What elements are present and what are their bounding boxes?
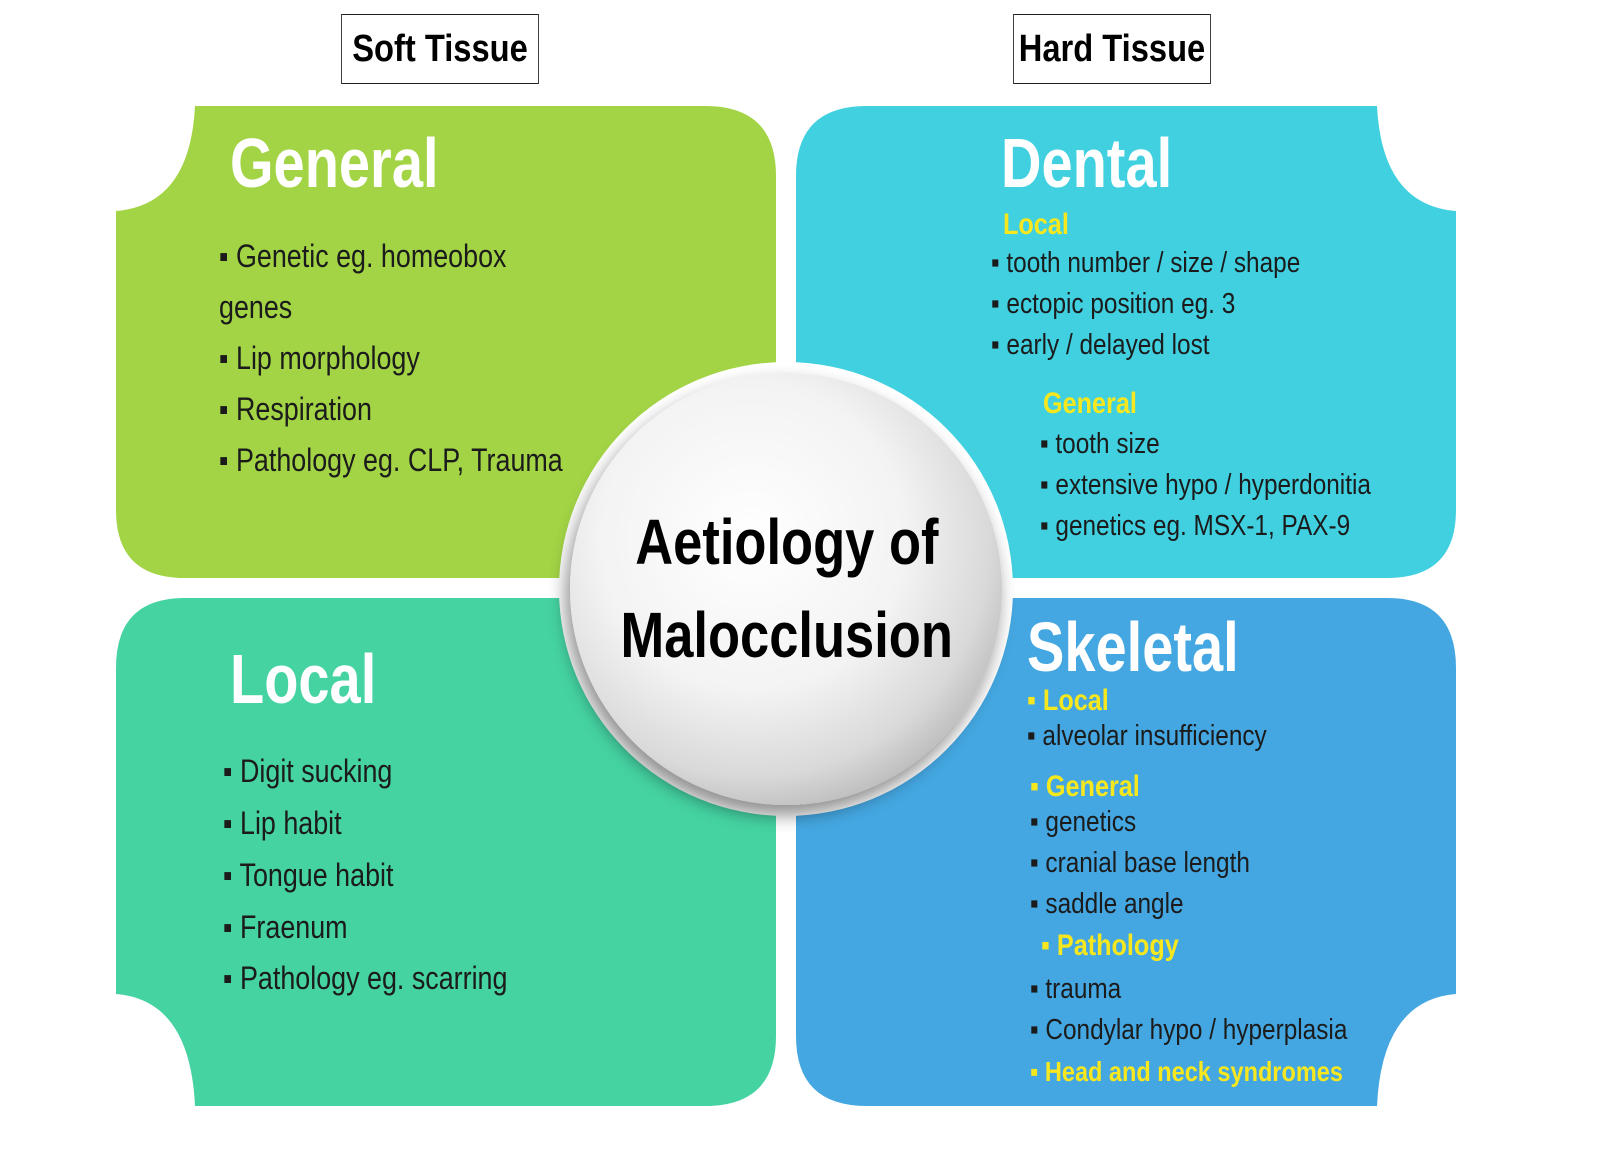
local-item: ▪ Digit sucking <box>223 753 393 789</box>
skeletal-pathology-item: ▪ trauma <box>1030 973 1122 1005</box>
dental-general-item: ▪ extensive hypo / hyperdonitia <box>1040 469 1371 501</box>
skeletal-pathology-label: ▪ Pathology <box>1041 929 1179 962</box>
local-item: ▪ Pathology eg. scarring <box>223 960 508 996</box>
general-item: ▪ Respiration <box>219 391 372 427</box>
skeletal-title: Skeletal <box>1027 608 1239 686</box>
dental-title: Dental <box>1001 124 1173 202</box>
center-title-line-2: Malocclusion <box>620 599 954 671</box>
skeletal-general-item: ▪ genetics <box>1030 806 1137 838</box>
general-title: General <box>230 124 439 202</box>
dental-local-label: Local <box>1003 208 1069 241</box>
soft-tissue-header: Soft Tissue <box>341 14 539 84</box>
general-item: ▪ Lip morphology <box>219 340 420 376</box>
skeletal-local-label: ▪ Local <box>1027 684 1109 717</box>
local-item: ▪ Fraenum <box>223 909 348 945</box>
skeletal-general-item: ▪ saddle angle <box>1030 888 1184 920</box>
hard-tissue-header: Hard Tissue <box>1013 14 1211 84</box>
local-item: ▪ Lip habit <box>223 805 342 841</box>
skeletal-general-label: ▪ General <box>1030 770 1140 803</box>
skeletal-syndromes-label: ▪ Head and neck syndromes <box>1030 1056 1343 1087</box>
local-item: ▪ Tongue habit <box>223 857 394 893</box>
center-sphere <box>570 373 1002 805</box>
dental-local-item: ▪ tooth number / size / shape <box>991 247 1301 279</box>
center-title-line-1: Aetiology of <box>635 506 939 579</box>
dental-local-item: ▪ ectopic position eg. 3 <box>991 288 1236 320</box>
center-title: Aetiology of Malocclusion <box>570 372 1004 806</box>
dental-general-item: ▪ genetics eg. MSX-1, PAX-9 <box>1040 510 1351 542</box>
skeletal-general-item: ▪ cranial base length <box>1030 847 1250 879</box>
skeletal-local-item: ▪ alveolar insufficiency <box>1027 720 1267 752</box>
dental-local-item: ▪ early / delayed lost <box>991 329 1210 361</box>
dental-general-label: General <box>1043 387 1137 420</box>
general-item: ▪ Pathology eg. CLP, Trauma <box>219 442 563 478</box>
skeletal-pathology-item: ▪ Condylar hypo / hyperplasia <box>1030 1014 1348 1046</box>
general-item: ▪ Genetic eg. homeobox <box>219 238 507 274</box>
dental-general-item: ▪ tooth size <box>1040 428 1160 460</box>
local-title: Local <box>230 640 377 718</box>
general-item: genes <box>219 289 293 325</box>
